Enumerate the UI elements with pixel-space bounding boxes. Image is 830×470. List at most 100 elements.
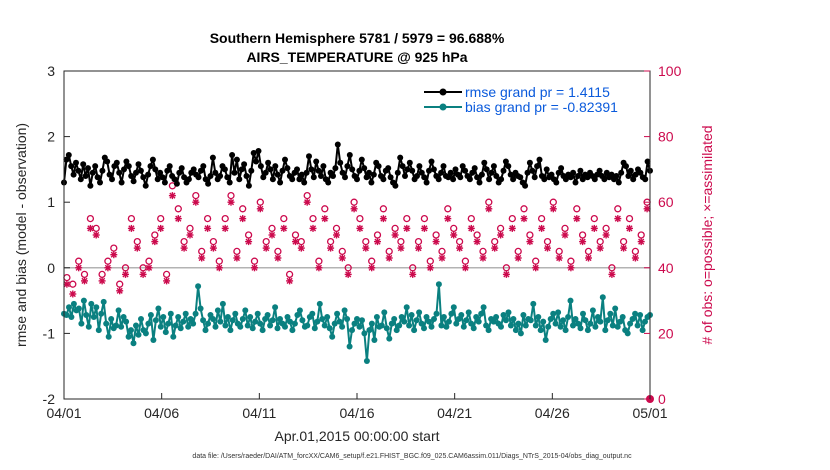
obs-assimilated-stroke <box>274 254 281 262</box>
bias-point <box>363 358 370 364</box>
obs-assimilated-point <box>420 224 428 232</box>
rmse-point <box>447 169 454 176</box>
bias-point <box>142 330 149 337</box>
bias-point <box>575 320 581 327</box>
rmse-point <box>253 158 260 165</box>
bias-point <box>503 317 509 324</box>
bias-point <box>88 300 95 307</box>
rmse-point <box>176 169 183 176</box>
obs-assimilated-point <box>215 264 223 272</box>
bias-point <box>560 317 567 324</box>
obs-assimilated-stroke <box>69 290 76 298</box>
obs-assimilated-point <box>491 244 499 252</box>
rmse-point <box>428 158 435 165</box>
obs-possible-point <box>555 247 563 256</box>
rmse-point <box>65 152 72 158</box>
bias-point <box>398 314 405 320</box>
bias-point <box>118 323 125 330</box>
bias-point <box>351 320 358 327</box>
obs-assimilated-stroke <box>321 215 328 222</box>
obs-possible-point <box>537 214 546 223</box>
obs-assimilated-point <box>180 244 188 252</box>
bias-point <box>517 330 524 337</box>
obs-possible-point <box>420 214 429 223</box>
rmse-point <box>63 156 70 163</box>
rmse-point <box>575 173 581 179</box>
obs-possible-point <box>356 214 364 223</box>
bias-point <box>445 318 452 325</box>
rmse-point <box>354 176 360 183</box>
bias-point <box>378 322 385 329</box>
rmse-point <box>173 180 180 187</box>
rmse-point <box>452 166 459 173</box>
obs-assimilated-point <box>508 224 516 232</box>
legend-rmse-label: rmse grand pr = 1.4115 <box>465 84 610 100</box>
obs-possible-point <box>291 231 300 239</box>
y-right-tick-label: 60 <box>658 194 674 210</box>
bias-point <box>229 317 236 324</box>
bias-point <box>614 323 621 330</box>
bias-point <box>113 322 120 329</box>
bias-point <box>257 320 264 327</box>
bias-point <box>277 316 283 322</box>
rmse-point <box>426 167 432 174</box>
obs-assimilated-point <box>520 215 528 223</box>
rmse-point <box>197 167 204 174</box>
bias-point <box>527 317 534 324</box>
bias-point <box>247 314 254 320</box>
rmse-point <box>260 174 267 181</box>
obs-assimilated-point <box>590 224 598 232</box>
rmse-point <box>255 148 262 154</box>
obs-possible-point <box>438 247 446 256</box>
bias-point <box>493 314 500 320</box>
obs-possible-point <box>520 205 528 213</box>
obs-assimilated-point <box>338 254 346 262</box>
obs-assimilated-stroke <box>585 254 592 262</box>
bias-point <box>210 316 216 322</box>
rmse-point <box>262 169 269 176</box>
bias-point <box>612 305 619 312</box>
bias-point <box>224 314 231 320</box>
bias-point <box>105 333 112 340</box>
bias-point <box>239 316 246 322</box>
rmse-point <box>416 163 423 170</box>
obs-assimilated-stroke <box>345 271 352 278</box>
obs-assimilated-stroke <box>491 245 498 252</box>
rmse-point <box>303 169 310 176</box>
y-left-tick-label: 3 <box>47 63 55 79</box>
bias-point <box>490 318 497 325</box>
obs-possible-point <box>403 214 411 223</box>
obs-assimilated-point <box>350 205 358 213</box>
obs-assimilated-stroke <box>532 264 539 271</box>
bias-point <box>115 307 122 314</box>
obs-assimilated-stroke <box>192 199 199 206</box>
bias-point <box>150 337 157 343</box>
y-right-tick-label: 20 <box>658 325 674 341</box>
obs-assimilated-point <box>467 224 475 232</box>
bias-point <box>423 314 430 320</box>
bias-point <box>545 323 552 330</box>
obs-possible-point <box>104 257 112 265</box>
bias-point <box>80 297 87 304</box>
rmse-point <box>570 169 577 176</box>
rmse-point <box>541 176 548 183</box>
x-tick-label: 05/01 <box>632 405 667 421</box>
y-axis-label-right: # of obs: o=possible; ×=assimilated <box>699 125 715 344</box>
obs-assimilated-point <box>274 254 282 262</box>
bias-point <box>170 333 177 340</box>
rmse-point <box>298 171 305 178</box>
bias-point <box>480 304 487 311</box>
chart-subtitle: AIRS_TEMPERATURE @ 925 hPa <box>246 49 467 65</box>
bias-point <box>123 318 130 325</box>
bias-point <box>336 318 343 325</box>
bias-point <box>485 327 492 334</box>
rmse-point <box>257 163 264 170</box>
bias-point <box>403 304 410 311</box>
obs-possible-point <box>198 247 206 256</box>
bias-point <box>95 327 102 334</box>
obs-possible-point <box>192 191 200 200</box>
rmse-point <box>435 176 442 183</box>
rmse-point <box>212 169 219 176</box>
obs-assimilated-point <box>133 244 141 252</box>
rmse-point <box>414 173 420 179</box>
